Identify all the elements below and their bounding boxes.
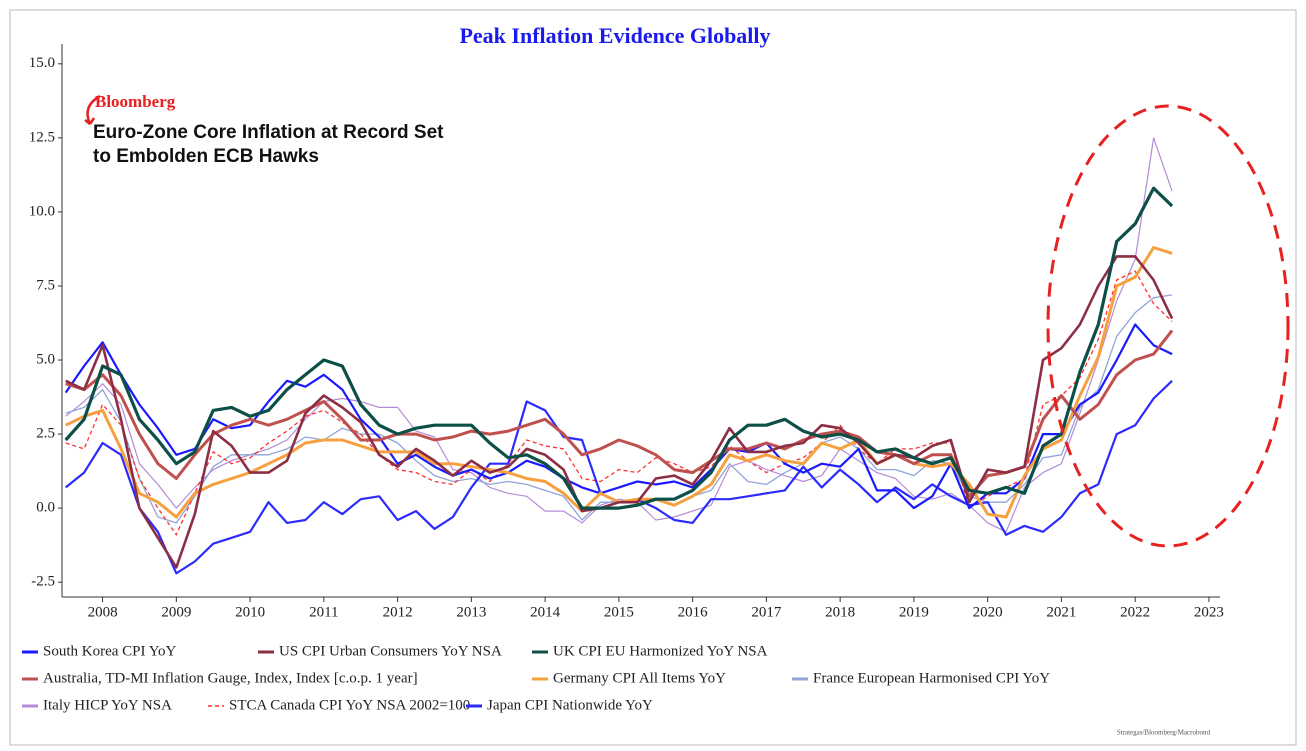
legend-label: Japan CPI Nationwide YoY xyxy=(487,697,653,713)
legend-label: US CPI Urban Consumers YoY NSA xyxy=(279,643,502,659)
y-tick-label: 5.0 xyxy=(36,351,55,367)
x-tick-label: 2010 xyxy=(235,604,265,620)
x-tick-label: 2022 xyxy=(1120,604,1150,620)
series-line xyxy=(65,329,1174,498)
frame xyxy=(9,9,1297,746)
x-tick-label: 2018 xyxy=(825,604,855,620)
chart-title: Peak Inflation Evidence Globally xyxy=(459,23,770,48)
y-tick-label: 0.0 xyxy=(36,500,55,516)
x-tick-label: 2008 xyxy=(88,604,118,620)
annotation-headline: Euro-Zone Core Inflation at Record Set xyxy=(93,122,444,143)
x-tick-label: 2011 xyxy=(309,604,338,620)
x-tick-label: 2009 xyxy=(161,604,191,620)
y-tick-label: 2.5 xyxy=(36,426,55,442)
y-tick-label: -2.5 xyxy=(31,574,55,590)
legend-label: Germany CPI All Items YoY xyxy=(553,670,726,686)
source-note: Strategas/Bloomberg/Macrobond xyxy=(1117,729,1211,737)
series-line xyxy=(65,255,1174,569)
series-line xyxy=(64,186,1174,510)
x-tick-label: 2012 xyxy=(383,604,413,620)
x-tick-label: 2020 xyxy=(973,604,1003,620)
x-tick-label: 2016 xyxy=(678,604,709,620)
legend-label: Italy HICP YoY NSA xyxy=(43,697,172,713)
series-line xyxy=(65,270,1173,536)
legend-label: France European Harmonised CPI YoY xyxy=(813,670,1050,686)
x-tick-label: 2019 xyxy=(899,604,929,620)
x-tick-label: 2017 xyxy=(751,604,782,620)
legend-label: STCA Canada CPI YoY NSA 2002=100 xyxy=(229,697,470,713)
y-tick-label: 15.0 xyxy=(29,55,55,71)
y-tick-label: 7.5 xyxy=(36,277,55,293)
x-tick-label: 2015 xyxy=(604,604,634,620)
y-tick-label: 10.0 xyxy=(29,203,55,219)
x-tick-label: 2021 xyxy=(1046,604,1076,620)
x-tick-label: 2023 xyxy=(1194,604,1224,620)
annotation-arrow xyxy=(84,94,101,125)
x-tick-label: 2013 xyxy=(456,604,486,620)
legend-label: South Korea CPI YoY xyxy=(43,643,177,659)
annotation-headline: to Embolden ECB Hawks xyxy=(93,146,319,167)
y-tick-label: 12.5 xyxy=(29,129,55,145)
plot-area: 15.0 12.5 10.0 7.5 5.0 2.5 0.0 -2.5 2008 2009 2010… xyxy=(29,44,1224,620)
highlight-ellipse xyxy=(1046,104,1290,548)
x-tick-label: 2014 xyxy=(530,604,561,620)
annotation-source: Bloomberg xyxy=(95,92,176,111)
legend-label: UK CPI EU Harmonized YoY NSA xyxy=(553,643,768,659)
legend-label: Australia, TD-MI Inflation Gauge, Index,… xyxy=(43,670,418,686)
